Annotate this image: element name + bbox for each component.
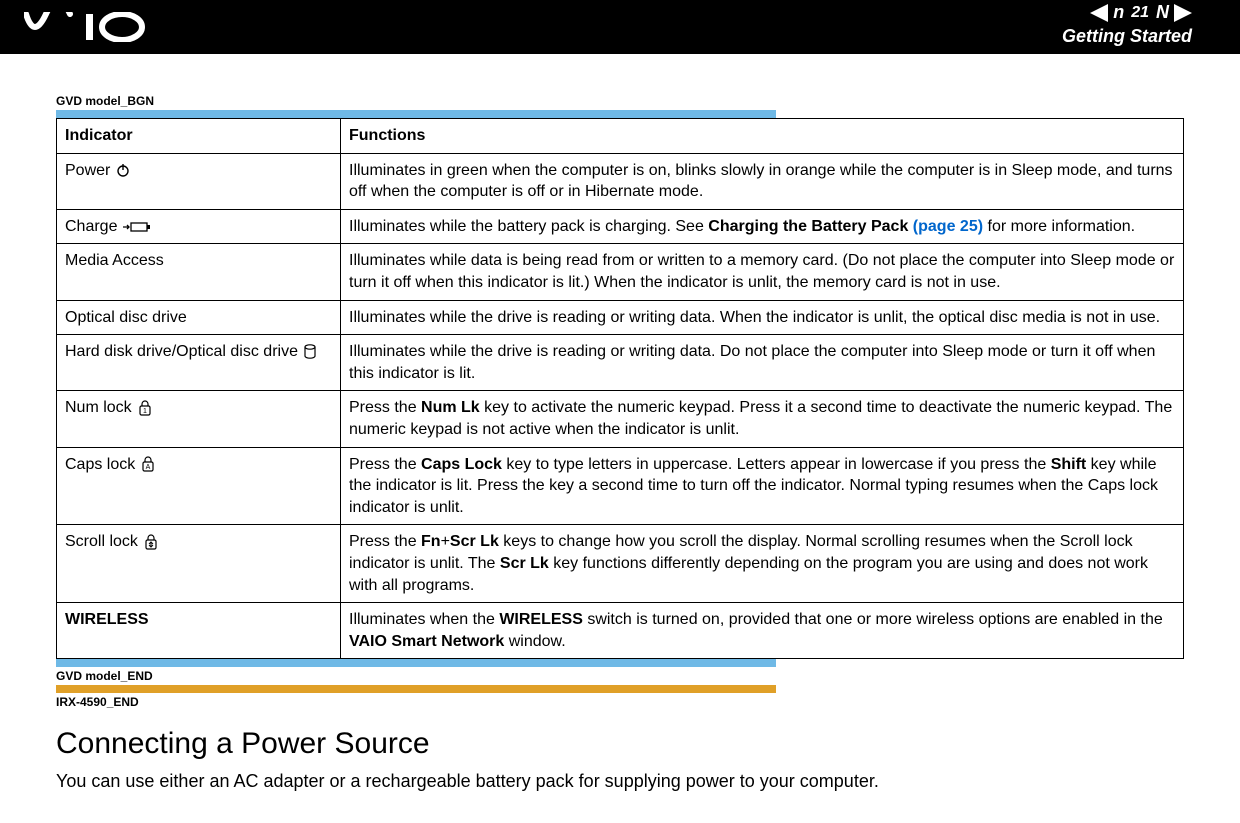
header-bar: n 21 N Getting Started xyxy=(0,0,1240,54)
marker-mid: GVD model_END xyxy=(56,669,1184,683)
table-row: Caps lock A Press the Caps Lock key to t… xyxy=(57,447,1184,525)
table-row: Num lock 1 Press the Num Lk key to activ… xyxy=(57,391,1184,447)
function-text: Illuminates while the drive is reading o… xyxy=(341,300,1184,335)
table-row: Power Illuminates in green when the comp… xyxy=(57,153,1184,209)
page-number: 21 xyxy=(1129,4,1151,22)
nav-prev-icon[interactable] xyxy=(1090,4,1108,22)
vaio-logo xyxy=(24,12,154,42)
nav-n-left: n xyxy=(1112,2,1125,23)
blue-bar-bottom xyxy=(56,659,776,667)
table-row: Scroll lock Press the Fn+Scr Lk keys to … xyxy=(57,525,1184,603)
section-heading: Connecting a Power Source xyxy=(56,727,1184,761)
indicator-label: Num lock xyxy=(65,397,132,419)
body-text: You can use either an AC adapter or a re… xyxy=(56,769,1184,793)
indicator-table: Indicator Functions Power Illuminates in… xyxy=(56,118,1184,659)
function-text: Illuminates while data is being read fro… xyxy=(341,244,1184,300)
col-functions: Functions xyxy=(341,119,1184,154)
capslock-icon: A xyxy=(141,456,155,472)
function-text: Press the Caps Lock key to type letters … xyxy=(341,447,1184,525)
table-row: Hard disk drive/Optical disc drive Illum… xyxy=(57,335,1184,391)
col-indicator: Indicator xyxy=(57,119,341,154)
orange-bar xyxy=(56,685,776,693)
indicator-label: Scroll lock xyxy=(65,531,138,553)
marker-bottom: IRX-4590_END xyxy=(56,695,1184,709)
table-row: Media Access Illuminates while data is b… xyxy=(57,244,1184,300)
hdd-icon xyxy=(304,344,316,359)
power-icon xyxy=(116,163,130,177)
table-row: Optical disc drive Illuminates while the… xyxy=(57,300,1184,335)
function-text: Illuminates while the drive is reading o… xyxy=(341,335,1184,391)
table-row: WIRELESS Illuminates when the WIRELESS s… xyxy=(57,603,1184,659)
function-text: Illuminates when the WIRELESS switch is … xyxy=(341,603,1184,659)
nav-n-right: N xyxy=(1155,2,1170,23)
page-content: GVD model_BGN Indicator Functions Power xyxy=(0,54,1240,818)
function-text: Press the Num Lk key to activate the num… xyxy=(341,391,1184,447)
svg-text:A: A xyxy=(146,464,151,471)
function-text: Press the Fn+Scr Lk keys to change how y… xyxy=(341,525,1184,603)
indicator-label: Power xyxy=(65,160,110,182)
nav-next-icon[interactable] xyxy=(1174,4,1192,22)
indicator-label: Optical disc drive xyxy=(57,300,341,335)
page-link[interactable]: (page 25) xyxy=(913,218,983,235)
scrolllock-icon xyxy=(144,534,158,550)
table-header-row: Indicator Functions xyxy=(57,119,1184,154)
function-text: Illuminates in green when the computer i… xyxy=(341,153,1184,209)
charge-icon xyxy=(123,221,151,233)
indicator-label: Hard disk drive/Optical disc drive xyxy=(65,341,298,363)
indicator-label: Media Access xyxy=(57,244,341,300)
numlock-icon: 1 xyxy=(138,400,152,416)
function-text: Illuminates while the battery pack is ch… xyxy=(341,209,1184,244)
marker-top: GVD model_BGN xyxy=(56,94,1184,108)
blue-bar-top xyxy=(56,110,776,118)
indicator-label: Caps lock xyxy=(65,454,135,476)
indicator-label: Charge xyxy=(65,216,117,238)
page-nav: n 21 N xyxy=(1090,2,1192,23)
svg-text:1: 1 xyxy=(143,408,147,415)
section-title: Getting Started xyxy=(1062,26,1192,47)
table-row: Charge Illuminates while the battery pac… xyxy=(57,209,1184,244)
indicator-label: WIRELESS xyxy=(57,603,341,659)
